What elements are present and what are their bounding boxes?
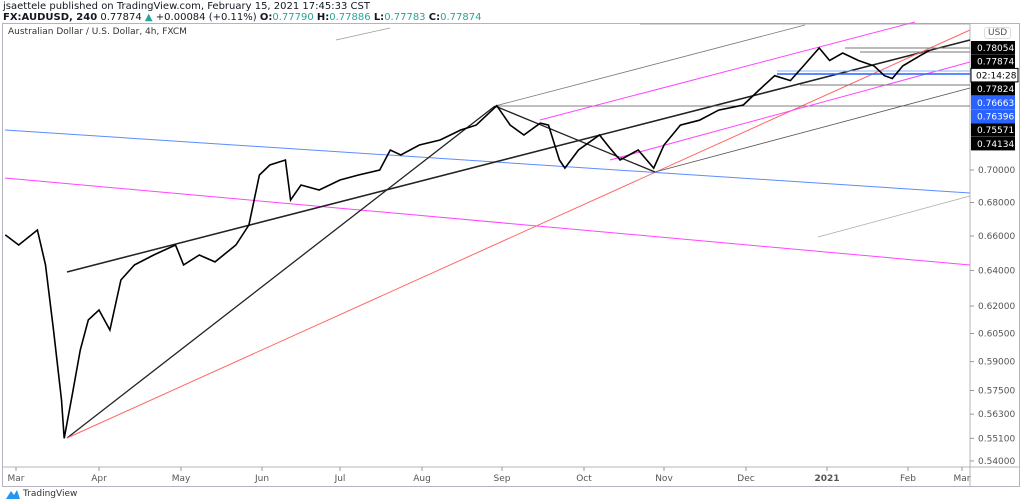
magenta-channel-upper[interactable] bbox=[539, 21, 916, 121]
magenta-trendline[interactable] bbox=[4, 177, 971, 266]
y-tick-label: 0.54000 bbox=[978, 457, 1015, 467]
price-label-box bbox=[971, 82, 1015, 96]
y-tick-label: 0.59000 bbox=[978, 358, 1015, 368]
price-label: 0.77824 bbox=[977, 85, 1014, 95]
x-tick-label: Aug bbox=[413, 474, 431, 484]
close-label: C: bbox=[428, 12, 441, 23]
y-tick-label: 0.55100 bbox=[978, 434, 1015, 444]
blue-trendline[interactable] bbox=[4, 129, 971, 194]
open-label: O: bbox=[259, 12, 273, 23]
high-value: 0.77886 bbox=[329, 12, 371, 23]
price-labels: 0.78054 0.77874 02:14:28 0.77824 0.76663 0.76… bbox=[970, 41, 1019, 151]
black-peak-to-low[interactable] bbox=[494, 105, 656, 173]
x-tick-label: Nov bbox=[655, 474, 673, 484]
symbol: FX:AUDUSD, 240 bbox=[3, 12, 98, 23]
low-value: 0.77783 bbox=[384, 12, 426, 23]
x-tick-label: Mar bbox=[8, 474, 25, 484]
last-price: 0.77874 bbox=[100, 12, 142, 23]
symbol-info: FX:AUDUSD, 240 0.77874 ▲ +0.00084 (+0.11… bbox=[3, 12, 481, 23]
black-trendline-low-to-peak[interactable] bbox=[66, 105, 496, 439]
close-value: 0.77874 bbox=[440, 12, 482, 23]
y-tick-label: 0.62000 bbox=[978, 302, 1015, 312]
y-tick-label: 0.66000 bbox=[978, 232, 1015, 242]
chart-frame[interactable] bbox=[2, 23, 1020, 487]
low-label: L: bbox=[373, 12, 385, 23]
gray-segment-right[interactable] bbox=[817, 195, 971, 238]
gray-channel-upper[interactable] bbox=[494, 24, 806, 107]
x-tick-label: Jul bbox=[334, 474, 346, 484]
x-tick-label: Dec bbox=[737, 474, 754, 484]
price-series bbox=[4, 46, 930, 439]
price-label: 0.77874 bbox=[977, 58, 1014, 68]
high-label: H: bbox=[316, 12, 330, 23]
open-value: 0.77790 bbox=[272, 12, 314, 23]
x-tick-label: Jun bbox=[254, 474, 269, 484]
x-tick-label: May bbox=[172, 474, 191, 484]
x-tick-label: Apr bbox=[91, 474, 107, 484]
y-tick-label: 0.68000 bbox=[978, 198, 1015, 208]
y-tick-label: 0.56300 bbox=[978, 410, 1015, 420]
x-tick-label: Oct bbox=[576, 474, 592, 484]
price-label-box bbox=[971, 123, 1015, 137]
brand-name: TradingView bbox=[23, 489, 78, 499]
footer-logo[interactable]: TradingView bbox=[6, 489, 77, 499]
x-tick-label: 2021 bbox=[814, 474, 839, 484]
x-tick-label: Mar bbox=[954, 474, 971, 484]
up-arrow-icon: ▲ bbox=[144, 12, 153, 23]
y-tick-label: 0.70000 bbox=[978, 166, 1015, 176]
gray-segment-top[interactable] bbox=[335, 27, 391, 41]
gray-channel-lower[interactable] bbox=[654, 87, 971, 173]
change: +0.00084 (+0.11%) bbox=[155, 12, 257, 23]
price-label-box bbox=[970, 67, 1019, 83]
price-label: 0.76396 bbox=[977, 113, 1014, 123]
tradingview-logo-icon bbox=[6, 490, 20, 499]
chart-legend: Australian Dollar / U.S. Dollar, 4h, FXC… bbox=[8, 27, 187, 37]
price-label-box bbox=[971, 136, 1015, 151]
x-tick-label: Sep bbox=[494, 474, 511, 484]
publisher-line: jsaettele published on TradingView.com, … bbox=[3, 1, 370, 12]
black-trendline-upper[interactable] bbox=[66, 39, 971, 273]
time-axis[interactable]: Mar Apr May Jun Jul Aug Sep Oct Nov Dec 2021 Feb Mar bbox=[8, 467, 971, 484]
y-tick-label: 0.60500 bbox=[978, 329, 1015, 339]
price-label: 0.74134 bbox=[977, 140, 1014, 150]
x-tick-label: Feb bbox=[900, 474, 916, 484]
magenta-channel-lower[interactable] bbox=[609, 61, 971, 161]
drawings bbox=[4, 21, 971, 439]
price-label: 0.75571 bbox=[977, 126, 1014, 136]
y-tick-label: 0.57500 bbox=[978, 387, 1015, 397]
currency-button[interactable]: USD bbox=[984, 27, 1012, 39]
price-label-box bbox=[971, 109, 1015, 123]
y-tick-label: 0.64000 bbox=[978, 266, 1015, 276]
price-label: 0.76663 bbox=[977, 99, 1014, 109]
bar-countdown-label: 02:14:28 bbox=[976, 71, 1017, 81]
red-trendline[interactable] bbox=[66, 29, 971, 439]
price-axis[interactable]: 0.70000 0.68000 0.66000 0.64000 0.62000 0.605… bbox=[970, 166, 1015, 467]
price-label-box bbox=[971, 41, 1015, 55]
price-label: 0.78054 bbox=[977, 44, 1014, 54]
price-label-box bbox=[971, 54, 1015, 69]
price-label-box bbox=[971, 95, 1015, 110]
